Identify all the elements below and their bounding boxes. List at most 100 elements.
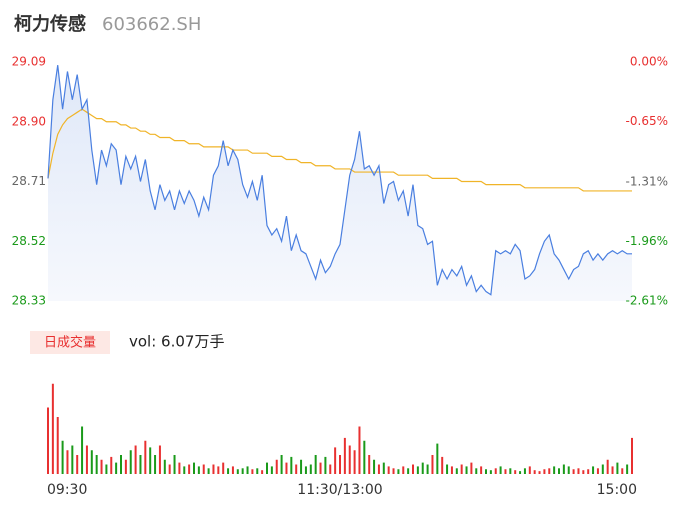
volume-bar bbox=[334, 447, 337, 474]
volume-bar bbox=[227, 468, 230, 474]
volume-bar bbox=[514, 470, 517, 474]
volume-bar bbox=[499, 466, 502, 474]
volume-bar bbox=[304, 466, 307, 474]
volume-bar bbox=[290, 456, 293, 474]
volume-bar bbox=[480, 466, 483, 474]
volume-bar bbox=[95, 455, 98, 474]
volume-bar bbox=[300, 459, 303, 474]
x-tick-label: 09:30 bbox=[47, 482, 87, 498]
x-tick-label: 11:30/13:00 bbox=[297, 482, 382, 498]
volume-bar bbox=[197, 466, 200, 474]
volume-bar bbox=[90, 450, 93, 474]
volume-bar bbox=[504, 469, 507, 474]
volume-bar bbox=[387, 466, 390, 474]
volume-bar bbox=[295, 464, 298, 474]
volume-bar bbox=[241, 468, 244, 474]
volume-bar bbox=[56, 417, 59, 474]
volume-bar bbox=[596, 468, 599, 474]
volume-bar bbox=[407, 468, 410, 474]
volume-bar bbox=[85, 445, 88, 474]
volume-bar bbox=[115, 462, 118, 474]
y-tick-label: 28.90 bbox=[12, 114, 46, 128]
volume-bar bbox=[368, 455, 371, 474]
volume-bar bbox=[339, 455, 341, 474]
volume-bar bbox=[110, 456, 113, 474]
stock-code: 603662.SH bbox=[102, 14, 201, 35]
volume-bar bbox=[606, 459, 609, 474]
volume-bar bbox=[441, 456, 444, 474]
volume-bar bbox=[202, 464, 205, 474]
volume-bar bbox=[426, 464, 429, 474]
volume-bar bbox=[601, 464, 604, 474]
volume-bar bbox=[377, 464, 380, 474]
volume-bar bbox=[558, 468, 560, 474]
volume-bar bbox=[193, 462, 195, 474]
volume-bar bbox=[236, 469, 239, 474]
volume-bar bbox=[261, 470, 264, 474]
volume-bar bbox=[251, 469, 254, 474]
y-tick-label: 28.33 bbox=[12, 294, 46, 308]
volume-bar bbox=[158, 445, 161, 474]
volume-bar bbox=[134, 445, 137, 474]
volume-bar bbox=[475, 468, 478, 474]
volume-bar bbox=[446, 464, 449, 474]
volume-bar bbox=[436, 443, 439, 474]
volume-bar bbox=[168, 464, 171, 474]
volume-bar bbox=[71, 445, 74, 474]
volume-bar bbox=[246, 466, 249, 474]
volume-bar bbox=[100, 459, 103, 474]
volume-bar bbox=[582, 470, 585, 474]
volume-bar bbox=[319, 462, 322, 474]
volume-bar bbox=[358, 426, 361, 474]
volume-bar bbox=[621, 468, 624, 474]
volume-bar bbox=[485, 469, 487, 474]
y-tick-label: 29.09 bbox=[12, 55, 46, 69]
y2-tick-label: -1.96% bbox=[626, 234, 668, 248]
volume-bar bbox=[183, 466, 186, 474]
volume-bar bbox=[51, 383, 54, 474]
volume-bar bbox=[562, 464, 565, 474]
stock-name: 柯力传感 bbox=[14, 13, 86, 35]
volume-bar bbox=[309, 464, 312, 474]
volume-bar bbox=[592, 466, 595, 474]
volume-bar bbox=[66, 450, 69, 474]
volume-bar bbox=[577, 468, 580, 474]
volume-bar bbox=[275, 459, 278, 474]
y2-tick-label: -1.31% bbox=[626, 174, 668, 188]
volume-bar bbox=[363, 440, 366, 474]
volume-bar bbox=[124, 459, 127, 474]
volume-bar bbox=[402, 466, 405, 474]
volume-bar bbox=[431, 455, 434, 474]
volume-bar bbox=[149, 447, 152, 474]
volume-bar bbox=[572, 469, 575, 474]
volume-bar bbox=[528, 466, 531, 474]
volume-bar bbox=[285, 462, 288, 474]
volume-bar bbox=[154, 455, 157, 474]
volume-bar bbox=[178, 462, 181, 474]
volume-summary: vol: 6.07万手 bbox=[129, 333, 224, 351]
volume-bar bbox=[81, 426, 84, 474]
volume-bar bbox=[631, 437, 633, 474]
volume-bar bbox=[343, 437, 346, 474]
volume-bar bbox=[173, 455, 176, 474]
y-tick-label: 28.52 bbox=[12, 234, 46, 248]
volume-bar bbox=[587, 469, 590, 474]
volume-bar bbox=[567, 466, 570, 474]
price-line bbox=[47, 65, 632, 296]
volume-bar bbox=[616, 462, 619, 474]
volume-bar bbox=[470, 462, 473, 474]
volume-bar bbox=[489, 470, 492, 474]
volume-bar bbox=[207, 468, 210, 474]
volume-bar bbox=[494, 468, 497, 474]
volume-bar bbox=[373, 459, 376, 474]
volume-bar bbox=[120, 455, 122, 474]
y-tick-label: 28.71 bbox=[12, 174, 46, 188]
price-area bbox=[48, 65, 632, 301]
volume-bar bbox=[450, 466, 453, 474]
volume-bar bbox=[519, 471, 522, 474]
volume-bar bbox=[76, 455, 79, 474]
volume-bar bbox=[144, 440, 147, 474]
volume-bar bbox=[231, 466, 234, 474]
volume-bar bbox=[611, 466, 614, 474]
volume-bar bbox=[412, 464, 414, 474]
